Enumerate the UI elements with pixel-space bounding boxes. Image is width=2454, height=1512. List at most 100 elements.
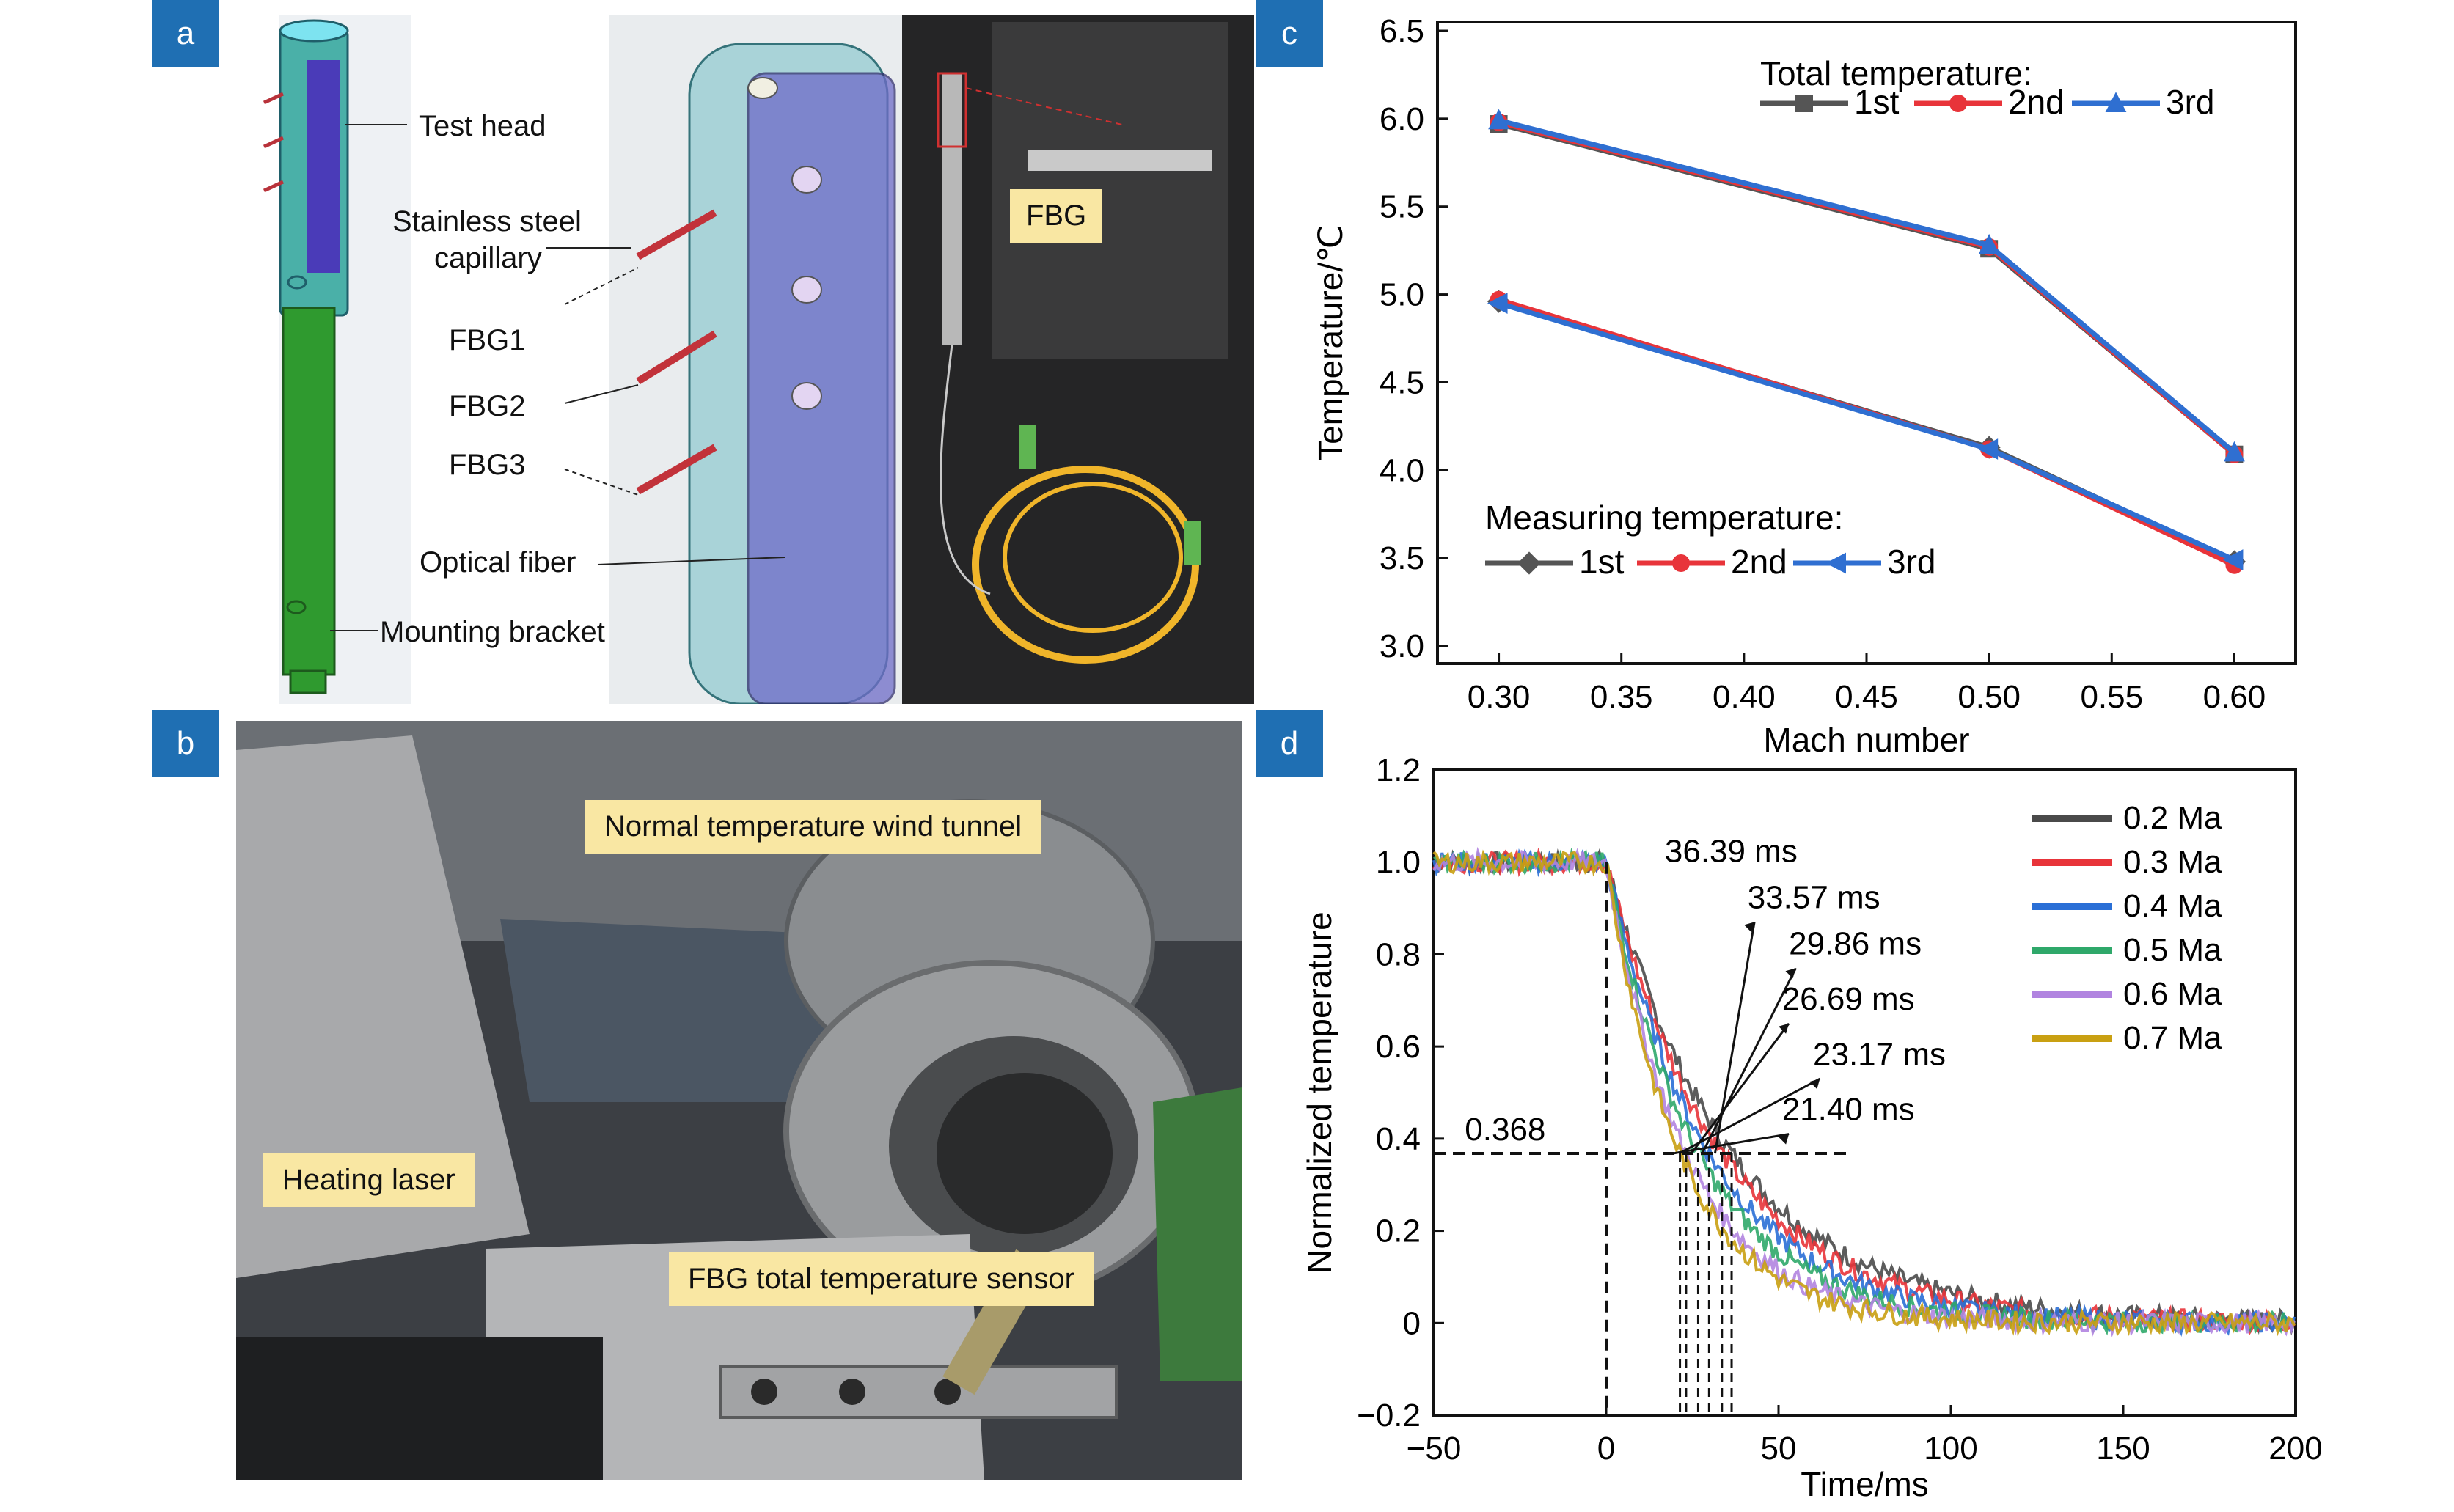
legend-label: 0.7 Ma [2123,1020,2222,1056]
sensor-cad-illustration [263,15,1254,704]
panel-c-tag: c [1256,0,1323,67]
data-point [2222,549,2244,570]
annotation-label: 21.40 ms [1782,1092,1915,1128]
legend-label: 0.4 Ma [2123,888,2222,924]
plot-frame [1432,768,2297,1417]
annotation-arrowhead [1779,1134,1790,1145]
legend-label: 0.2 Ma [2123,800,2222,836]
x-tick-label: 0.40 [1713,679,1776,715]
panel-a-tag: a [152,0,219,67]
annotation-label: 26.69 ms [1782,981,1915,1017]
data-point [1977,438,1999,460]
legend-swatch-marker [1825,552,1846,574]
legend-label: 0.3 Ma [2123,844,2222,880]
legend-label: 3rd [2166,83,2214,121]
annotation-arrow [1678,1077,1821,1155]
x-tick-label: 0.35 [1590,679,1653,715]
y-tick-label: 3.0 [1380,628,1424,664]
x-tick-label: −50 [1407,1431,1462,1467]
data-point [1978,233,2000,254]
y-tick-label: 0 [1403,1305,1421,1341]
annotation-arrowhead [1785,968,1796,979]
annotation-label: 23.17 ms [1813,1036,1946,1072]
series-line-1 [1498,120,2236,457]
label-mounting-bracket: Mounting bracket [380,616,605,648]
label-fbg2: FBG2 [449,390,526,422]
panel-a: Test head Stainless steel capillary FBG1… [220,15,1254,704]
fbg-photo-tag: FBG [1010,189,1103,243]
x-tick-label: 200 [2268,1431,2322,1467]
threshold-label: 0.368 [1465,1112,1545,1148]
legend-swatch-marker [1949,95,1967,112]
annotation-arrow [1672,1133,1790,1155]
panel-d-tag: d [1256,710,1323,777]
y-tick-label: 1.0 [1376,845,1421,881]
legend-swatch-marker [1517,551,1541,575]
y-tick-label: −0.2 [1357,1398,1421,1434]
x-tick-label: 0.30 [1468,679,1531,715]
x-axis-label: Time/ms [1801,1465,1929,1503]
legend-label: 1st [1579,543,1625,581]
x-tick-label: 0 [1597,1431,1615,1467]
annotation-label: 29.86 ms [1789,925,1922,961]
legend-swatch-marker [1672,554,1690,572]
y-tick-label: 6.0 [1380,101,1424,137]
series-line-0 [1498,121,2236,457]
y-tick-label: 0.2 [1376,1214,1421,1249]
y-tick-label: 0.8 [1376,936,1421,972]
y-tick-label: 5.0 [1380,277,1424,313]
y-tick-label: 6.5 [1380,13,1424,49]
panel-b: Normal temperature wind tunnel Heating l… [236,721,1242,1480]
legend-title-measuring: Measuring temperature: [1485,499,1843,537]
label-fbg3: FBG3 [449,449,526,481]
x-tick-label: 0.60 [2203,679,2266,715]
legend-label: 1st [1854,83,1900,121]
legend-label: 2nd [2008,83,2065,121]
annotation-arrowhead [1744,922,1755,933]
x-tick-label: 150 [2096,1431,2150,1467]
data-point [1487,293,1508,314]
x-tick-label: 0.55 [2080,679,2143,715]
annotation-arrowhead [1779,1023,1790,1034]
annotation-label: 36.39 ms [1665,834,1798,870]
annotation-arrow [1690,1022,1790,1154]
annotation-arrowhead [1809,1079,1820,1090]
y-tick-label: 4.5 [1380,364,1424,400]
y-tick-label: 3.5 [1380,540,1424,576]
annotation-arrow [1701,967,1797,1154]
callout-wind-tunnel: Normal temperature wind tunnel [585,800,1041,854]
series-line-5 [1432,849,2296,1337]
series-line-2 [1498,117,2236,455]
callout-fbg-sensor: FBG total temperature sensor [669,1252,1094,1306]
legend-swatch-marker [2105,92,2127,112]
y-tick-label: 4.0 [1380,452,1424,488]
x-tick-label: 0.50 [1957,679,2021,715]
chart-time-response: −0.2 0 0.2 0.4 0.6 0.8 1.0 1.2 −50 0 50 100 150 200 Ti… [1300,752,2323,1503]
x-tick-label: 50 [1761,1431,1797,1467]
x-tick-label: 100 [1924,1431,1977,1467]
legend-label: 0.5 Ma [2123,932,2222,968]
y-tick-label: 1.2 [1376,752,1421,788]
y-tick-label: 5.5 [1380,189,1424,225]
y-tick-label: 0.4 [1376,1121,1421,1157]
legend-label: 3rd [1887,543,1935,581]
data-point [1488,109,1509,130]
legend-swatch-marker [1795,95,1813,112]
label-capillary: capillary [434,242,542,274]
label-test-head: Test head [419,110,546,142]
data-point [2224,441,2245,462]
y-axis-label: Normalized temperature [1300,911,1338,1273]
annotation-label: 33.57 ms [1748,880,1880,916]
panel-b-tag: b [152,710,219,777]
wind-tunnel-photo [236,721,1242,1480]
label-optical-fiber: Optical fiber [420,546,576,579]
y-tick-label: 0.6 [1376,1029,1421,1065]
legend-label: 2nd [1731,543,1787,581]
series-line-4 [1432,846,2296,1337]
legend-label: 0.6 Ma [2123,976,2222,1012]
chart-mach-temperature: 3.0 3.5 4.0 4.5 5.0 5.5 6.0 6.5 0.30 0.35 0.40 0.45… [1311,13,2297,755]
legend-title-total: Total temperature: [1760,54,2032,92]
label-fbg1: FBG1 [449,324,526,356]
label-stainless-steel: Stainless steel [392,205,582,238]
y-axis-label: Temperature/℃ [1311,224,1349,461]
